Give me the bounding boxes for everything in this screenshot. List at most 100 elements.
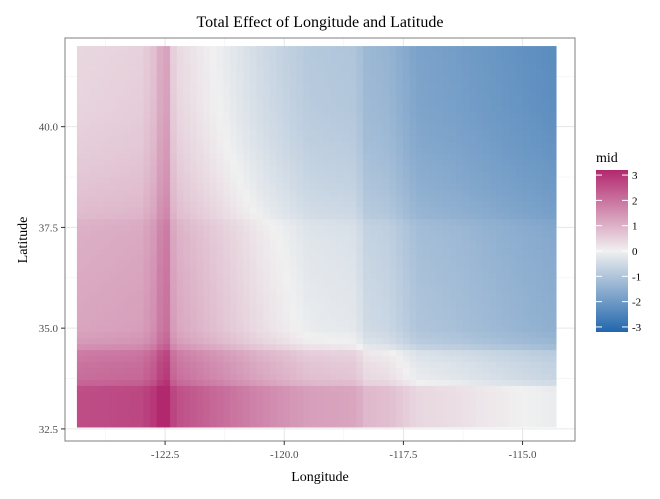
heatmap-cell [96, 391, 105, 398]
heatmap-cell [369, 355, 377, 363]
heatmap-cell [436, 248, 444, 255]
heatmap-cell [549, 307, 557, 315]
heatmap-cell [249, 373, 258, 380]
heatmap-cell [382, 355, 391, 363]
heatmap-cell [542, 52, 550, 59]
heatmap-cell [296, 248, 304, 255]
heatmap-cell [136, 373, 145, 380]
heatmap-cell [123, 373, 131, 380]
heatmap-cell [436, 52, 444, 59]
heatmap-cell [83, 379, 91, 386]
heatmap-cell [176, 188, 184, 196]
heatmap-cell [522, 224, 530, 232]
heatmap-cell [409, 52, 417, 59]
heatmap-cell [502, 379, 510, 386]
heatmap-cell [176, 194, 184, 202]
heatmap-cell [469, 135, 477, 142]
heatmap-cell [343, 99, 351, 107]
heatmap-cell [116, 81, 125, 89]
heatmap-cell [549, 123, 557, 130]
heatmap-cell [389, 182, 397, 190]
heatmap-cell [356, 343, 364, 351]
heatmap-cell [476, 236, 484, 244]
heatmap-cell [429, 337, 437, 345]
heatmap-cell [263, 182, 271, 190]
heatmap-cell [363, 81, 371, 89]
heatmap-cell [309, 87, 318, 95]
heatmap-cell [442, 361, 451, 368]
heatmap-cell [469, 99, 477, 107]
heatmap-cell [223, 414, 231, 422]
heatmap-cell [376, 129, 384, 136]
heatmap-cell [116, 212, 125, 220]
heatmap-cell [343, 385, 351, 392]
heatmap-cell [269, 236, 278, 244]
heatmap-cell [429, 117, 437, 125]
heatmap-cell [96, 69, 105, 77]
heatmap-cell [183, 409, 191, 416]
heatmap-cell [369, 153, 377, 160]
heatmap-cell [476, 414, 484, 422]
heatmap-cell [542, 420, 550, 428]
heatmap-cell [489, 99, 497, 107]
heatmap-cell [263, 397, 271, 404]
heatmap-cell [216, 230, 224, 238]
heatmap-cell [409, 391, 417, 398]
heatmap-cell [482, 52, 490, 59]
heatmap-cell [243, 117, 251, 125]
heatmap-cell [476, 200, 484, 208]
heatmap-cell [256, 343, 264, 351]
heatmap-cell [76, 218, 85, 226]
heatmap-cell [429, 224, 437, 232]
heatmap-cell [196, 420, 204, 428]
heatmap-cell [76, 81, 85, 89]
heatmap-cell [296, 200, 304, 208]
heatmap-cell [316, 69, 324, 77]
heatmap-cell [529, 200, 537, 208]
heatmap-cell [296, 57, 304, 65]
heatmap-cell [190, 272, 198, 279]
heatmap-cell [442, 188, 451, 196]
heatmap-cell [376, 52, 384, 59]
heatmap-cell [236, 343, 244, 351]
heatmap-cell [376, 420, 384, 428]
heatmap-cell [163, 69, 171, 77]
heatmap-cell [190, 367, 198, 374]
heatmap-cell [156, 355, 164, 363]
heatmap-cell [389, 343, 397, 351]
heatmap-cell [196, 266, 204, 273]
heatmap-cell [249, 295, 258, 303]
heatmap-cell [309, 141, 318, 148]
heatmap-cell [143, 182, 151, 190]
heatmap-cell [156, 248, 164, 255]
heatmap-cell [502, 325, 510, 333]
heatmap-cell [416, 272, 424, 279]
heatmap-cell [396, 331, 404, 339]
heatmap-cell [436, 218, 444, 226]
heatmap-cell [309, 81, 318, 89]
heatmap-cell [343, 420, 351, 428]
heatmap-cell [496, 52, 504, 59]
heatmap-cell [429, 266, 437, 273]
heatmap-cell [123, 153, 131, 160]
heatmap-cell [190, 105, 198, 113]
heatmap-cell [263, 254, 271, 261]
heatmap-cell [489, 200, 497, 208]
heatmap-cell [256, 93, 264, 101]
heatmap-cell [303, 230, 311, 238]
heatmap-cell [349, 117, 357, 125]
heatmap-cell [236, 129, 244, 136]
heatmap-cells [76, 46, 557, 428]
heatmap-cell [369, 111, 377, 119]
heatmap-cell [123, 355, 131, 363]
heatmap-cell [496, 414, 504, 422]
heatmap-cell [243, 123, 251, 130]
heatmap-cell [170, 99, 178, 107]
heatmap-cell [496, 284, 504, 291]
heatmap-cell [369, 349, 377, 357]
heatmap-cell [303, 420, 311, 428]
heatmap-cell [223, 206, 231, 214]
heatmap-cell [103, 379, 111, 386]
heatmap-cell [516, 409, 524, 416]
heatmap-cell [516, 325, 524, 333]
